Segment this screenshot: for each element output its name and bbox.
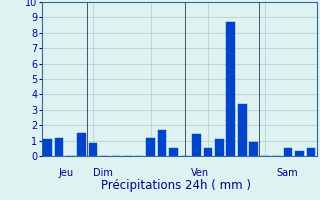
Text: Précipitations 24h ( mm ): Précipitations 24h ( mm ) bbox=[101, 179, 251, 192]
Bar bbox=[249, 142, 258, 156]
Bar bbox=[204, 148, 212, 156]
Bar bbox=[227, 22, 235, 156]
Bar bbox=[295, 151, 304, 156]
Text: Ven: Ven bbox=[191, 168, 209, 178]
Bar bbox=[158, 130, 166, 156]
Bar bbox=[238, 104, 247, 156]
Bar bbox=[307, 148, 316, 156]
Bar bbox=[146, 138, 155, 156]
Text: Dim: Dim bbox=[93, 168, 113, 178]
Bar bbox=[77, 133, 86, 156]
Bar bbox=[192, 134, 201, 156]
Bar bbox=[169, 148, 178, 156]
Bar bbox=[43, 139, 52, 156]
Text: Sam: Sam bbox=[277, 168, 298, 178]
Bar bbox=[89, 143, 98, 156]
Bar bbox=[215, 139, 224, 156]
Bar bbox=[284, 148, 292, 156]
Text: Jeu: Jeu bbox=[59, 168, 74, 178]
Bar bbox=[54, 138, 63, 156]
